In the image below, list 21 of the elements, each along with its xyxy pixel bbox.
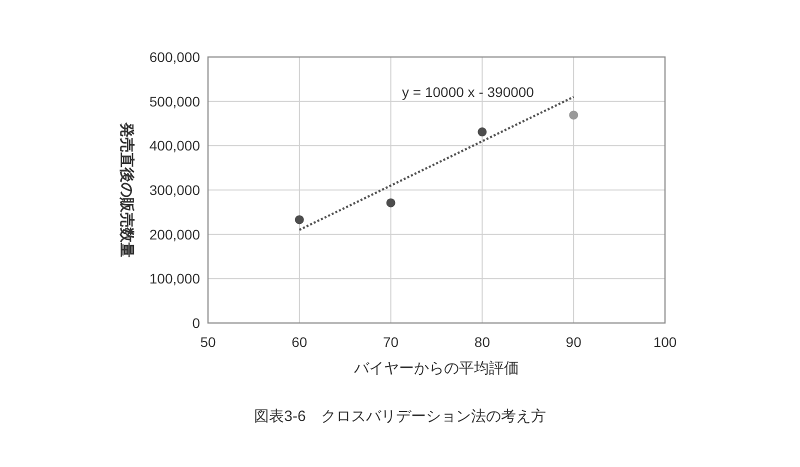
y-tick-label: 400,000 [149, 138, 200, 154]
y-tick-label: 0 [192, 315, 200, 331]
x-axis-title: バイヤーからの平均評価 [353, 360, 519, 377]
y-tick-label: 100,000 [149, 270, 200, 287]
x-tick-label: 50 [200, 334, 216, 350]
annotation: y = 10000 x - 390000 [402, 84, 534, 100]
y-tick-label: 200,000 [149, 226, 200, 242]
y-axis-title: 発売直後の販売数量 [118, 122, 135, 258]
x-tick-label: 80 [474, 334, 490, 350]
y-tick-label: 500,000 [149, 93, 200, 110]
x-tick-label: 90 [566, 334, 582, 350]
x-tick-label: 60 [292, 334, 308, 350]
y-tick-label: 300,000 [149, 182, 200, 198]
point [294, 215, 304, 224]
text: 図表3-6 クロスバリデーション法の考え方 [254, 408, 546, 425]
point [569, 110, 578, 120]
y-tick-label: 600,000 [149, 49, 200, 65]
x-tick-label: 100 [653, 334, 677, 350]
x-tick-label: 70 [383, 334, 399, 350]
point [386, 198, 396, 208]
point [478, 127, 487, 136]
